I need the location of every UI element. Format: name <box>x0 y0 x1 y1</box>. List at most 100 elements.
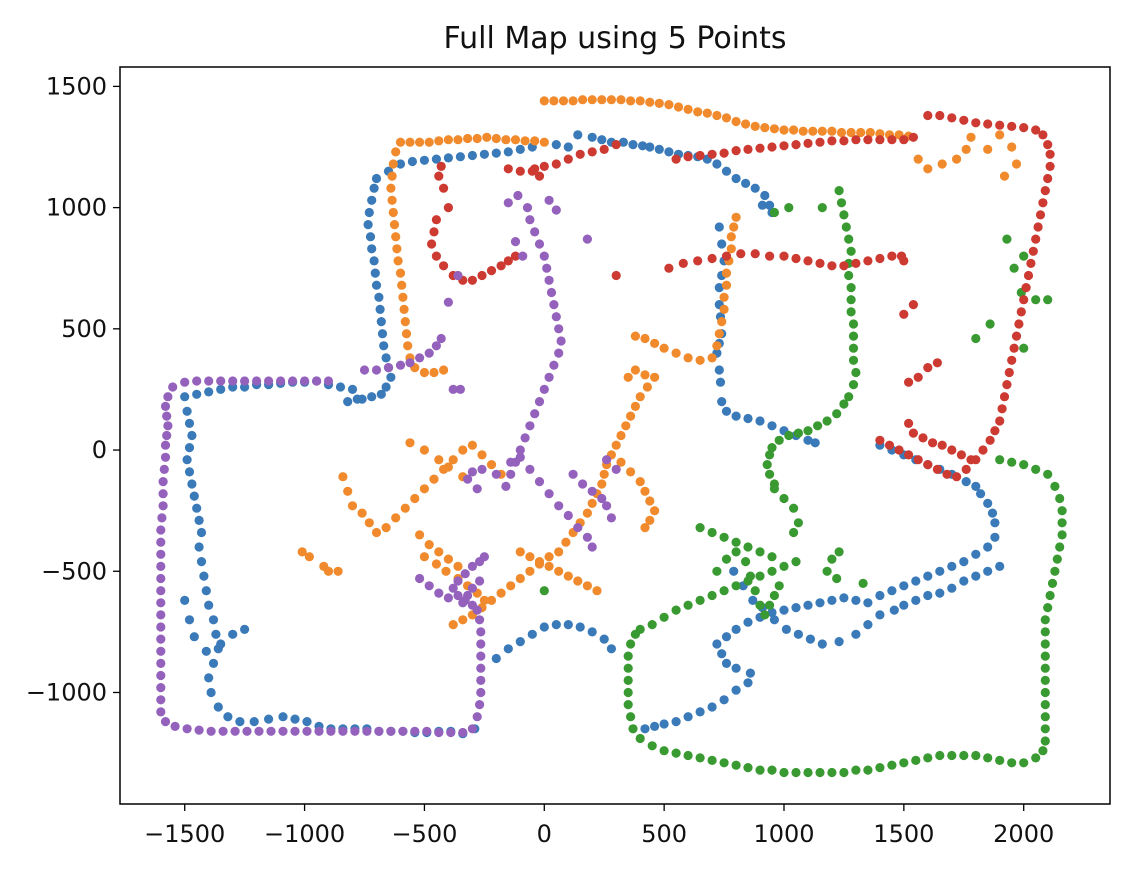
point-s2-49 <box>491 133 501 144</box>
point-s5-128 <box>472 484 482 494</box>
point-s1-199 <box>990 532 1000 542</box>
point-s5-28 <box>156 549 166 559</box>
point-s1-39 <box>597 135 607 145</box>
point-s5-89 <box>371 365 382 375</box>
point-s2-192 <box>534 557 545 567</box>
point-s3-48 <box>1040 627 1050 637</box>
point-s3-61 <box>1007 758 1017 768</box>
point-s1-120 <box>206 687 216 698</box>
point-s1-21 <box>370 268 380 278</box>
point-s3-124 <box>721 554 732 564</box>
point-s2-39 <box>395 137 406 147</box>
point-s1-97 <box>352 394 362 404</box>
point-s2-87 <box>999 171 1010 181</box>
point-s5-132 <box>525 464 535 474</box>
point-s5-150 <box>434 588 444 598</box>
point-s1-172 <box>731 663 741 673</box>
point-s1-187 <box>851 595 861 606</box>
point-s2-29 <box>817 126 827 136</box>
point-s2-143 <box>441 566 451 576</box>
point-s3-93 <box>628 724 638 734</box>
point-s1-52 <box>721 166 732 176</box>
point-s3-138 <box>789 527 799 538</box>
point-s2-163 <box>419 484 429 494</box>
point-s3-13 <box>848 343 859 353</box>
point-s3-27 <box>765 450 775 460</box>
point-s5-111 <box>554 324 564 334</box>
point-s3-41 <box>1055 542 1065 552</box>
point-s2-151 <box>323 566 334 576</box>
point-s4-74 <box>908 300 919 310</box>
point-s1-229 <box>923 590 933 601</box>
point-s4-31 <box>1038 130 1048 140</box>
point-s2-179 <box>635 477 645 487</box>
point-s2-186 <box>424 540 434 550</box>
point-s3-97 <box>623 675 633 686</box>
point-s5-112 <box>556 336 566 346</box>
point-s1-222 <box>834 637 844 647</box>
point-s2-172 <box>405 438 415 448</box>
point-s1-232 <box>959 576 969 586</box>
point-s5-12 <box>323 376 334 386</box>
point-s1-3 <box>419 155 429 165</box>
point-s1-217 <box>769 615 780 625</box>
point-s5-156 <box>453 270 463 281</box>
point-s5-17 <box>163 421 173 431</box>
point-s1-159 <box>599 634 609 644</box>
point-s4-112 <box>899 256 909 266</box>
point-s4-58 <box>978 445 988 455</box>
point-s2-86 <box>1011 159 1022 169</box>
point-s1-235 <box>995 561 1005 572</box>
point-s5-145 <box>606 513 617 523</box>
point-s4-45 <box>1019 295 1029 305</box>
point-s4-60 <box>961 464 971 474</box>
point-s5-58 <box>350 726 360 736</box>
point-s5-45 <box>194 725 204 735</box>
point-s1-25 <box>376 317 386 327</box>
point-s2-24 <box>769 124 780 134</box>
point-s2-43 <box>434 136 444 146</box>
point-s5-60 <box>374 726 384 736</box>
point-s2-59 <box>387 195 397 205</box>
point-s3-141 <box>1019 251 1029 261</box>
point-s5-126 <box>467 467 477 477</box>
point-s1-113 <box>201 586 211 596</box>
point-s4-114 <box>908 428 919 438</box>
point-s2-14 <box>673 102 684 112</box>
point-s1-17 <box>363 220 373 230</box>
point-s2-47 <box>472 133 482 144</box>
point-s3-140 <box>1009 263 1019 273</box>
point-s3-24 <box>784 430 794 441</box>
point-s3-79 <box>791 767 801 778</box>
point-s1-11 <box>515 144 525 154</box>
point-s4-95 <box>693 256 703 266</box>
point-s4-65 <box>913 455 923 465</box>
point-s3-17 <box>844 392 854 402</box>
y-tick-label: −1000 <box>26 678 107 706</box>
point-s4-29 <box>1019 123 1029 133</box>
point-s5-154 <box>463 590 473 601</box>
point-s5-24 <box>158 501 168 511</box>
point-s5-42 <box>160 717 171 727</box>
point-s4-26 <box>983 119 993 129</box>
y-tick-label: 500 <box>61 315 107 343</box>
point-s2-16 <box>693 107 703 117</box>
point-s1-148 <box>228 629 238 639</box>
point-s4-127 <box>575 149 585 159</box>
point-s2-102 <box>683 353 693 363</box>
point-s5-3 <box>216 376 226 386</box>
point-s3-132 <box>769 590 780 601</box>
point-s5-129 <box>491 469 501 479</box>
point-s5-66 <box>446 727 456 738</box>
point-s3-60 <box>1019 758 1029 768</box>
point-s3-70 <box>899 758 909 768</box>
point-s4-18 <box>887 135 897 145</box>
point-s5-121 <box>515 445 525 455</box>
point-s5-27 <box>156 537 166 547</box>
point-s2-1 <box>549 96 559 106</box>
point-s2-15 <box>683 104 693 114</box>
point-s2-104 <box>659 343 669 353</box>
point-s1-194 <box>935 566 945 576</box>
point-s5-25 <box>157 513 167 523</box>
point-s3-84 <box>731 760 741 770</box>
